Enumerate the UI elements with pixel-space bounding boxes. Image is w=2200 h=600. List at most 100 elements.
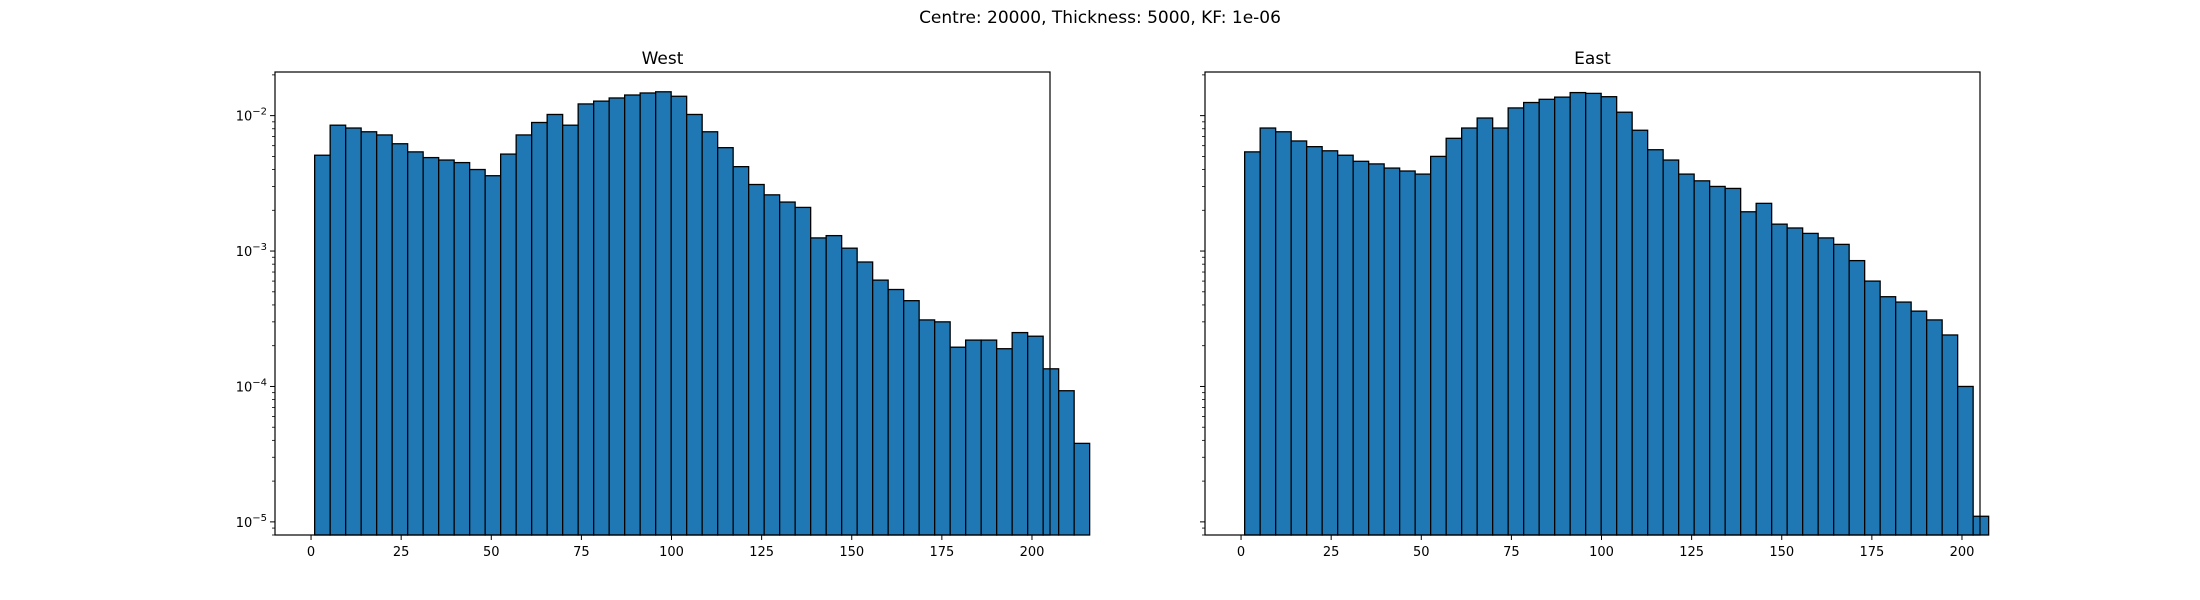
histogram-bar <box>1817 237 1835 536</box>
histogram-bar <box>949 346 967 536</box>
histogram-bar <box>779 201 796 536</box>
histogram-bar <box>1771 223 1788 536</box>
histogram-bar <box>391 143 409 536</box>
histogram-bar <box>701 131 719 536</box>
histogram-bar <box>934 321 951 536</box>
x-tick-label: 100 <box>1589 545 1614 560</box>
histogram-bar <box>1585 92 1602 536</box>
x-tick-label: 75 <box>573 545 590 560</box>
histogram-bar <box>1600 96 1618 536</box>
histogram-bar <box>1073 442 1091 536</box>
histogram-bar <box>1290 140 1308 536</box>
histogram-bar <box>422 156 440 536</box>
histogram-bar <box>856 261 874 536</box>
histogram-bar <box>1879 296 1897 536</box>
x-tick-label: 125 <box>1679 545 1704 560</box>
histogram-bar <box>965 339 982 536</box>
histogram-bar <box>1492 127 1509 536</box>
x-tick-label: 100 <box>659 545 684 560</box>
histogram-bar <box>1755 202 1773 536</box>
axes-title: East <box>1574 49 1611 69</box>
histogram-bar <box>1957 385 1974 536</box>
histogram-bar <box>1011 331 1029 536</box>
histogram-bar <box>313 154 331 536</box>
histogram-bar <box>515 134 533 536</box>
x-tick-label: 200 <box>1020 545 1045 560</box>
axes-west: 0 25 50 75 100 125 150 175 200 10−5 10−4 10−3 10−2 We… <box>236 49 1091 560</box>
histogram-bar <box>1259 127 1277 536</box>
x-tick-label: 150 <box>839 545 864 560</box>
histogram-bar <box>1476 117 1494 536</box>
histogram-bar <box>670 95 688 536</box>
y-tick-label: 10−3 <box>236 242 267 260</box>
histogram-bar <box>1740 211 1757 536</box>
histogram-bar <box>468 168 486 536</box>
histogram-bar <box>1926 319 1943 536</box>
histogram-bar <box>453 161 471 536</box>
figure-suptitle: Centre: 20000, Thickness: 5000, KF: 1e-0… <box>919 8 1281 28</box>
histogram-bar <box>1383 167 1401 536</box>
histogram-bar <box>531 121 548 536</box>
histogram-bar <box>1507 107 1525 536</box>
histogram-bar <box>1709 185 1726 536</box>
histogram-bar <box>1042 368 1060 536</box>
histogram-bar <box>1244 151 1261 536</box>
histogram-bar <box>1864 280 1881 536</box>
x-tick-label: 0 <box>307 545 315 560</box>
histogram-bar <box>1569 91 1587 536</box>
histogram-bar <box>562 124 579 536</box>
histogram-bar <box>1027 335 1044 536</box>
histogram-bar <box>499 153 517 536</box>
histogram-bar <box>763 194 781 536</box>
histogram-bar <box>841 247 858 536</box>
histogram-bar <box>686 113 703 536</box>
histogram-bar <box>732 165 750 536</box>
histogram-bar <box>1523 101 1540 536</box>
histogram-bar <box>810 237 827 536</box>
x-tick-label: 175 <box>929 545 954 560</box>
histogram-bar <box>1306 146 1323 536</box>
histogram-bar <box>375 134 393 536</box>
histogram-bar <box>1554 96 1571 536</box>
x-tick-label: 175 <box>1859 545 1884 560</box>
histogram-bar <box>1786 227 1804 536</box>
histogram-bar <box>1678 173 1695 536</box>
histogram-bar <box>1848 259 1866 536</box>
histogram-bar <box>1833 243 1850 536</box>
axes-east: 0 25 50 75 100 125 150 175 200 East <box>1200 49 1990 560</box>
histogram-bar <box>344 127 362 536</box>
histogram-bar <box>1910 310 1928 536</box>
histogram-bar <box>360 131 378 536</box>
histogram-bar <box>1538 98 1556 536</box>
x-tick-label: 25 <box>393 545 410 560</box>
histogram-bar <box>639 92 657 536</box>
histogram-bar <box>918 319 936 536</box>
x-tick-label: 50 <box>483 545 500 560</box>
x-tick-label: 200 <box>1950 545 1975 560</box>
histogram-bar <box>1647 149 1664 536</box>
histogram-bar <box>1461 127 1478 536</box>
histogram-bar <box>1368 163 1385 536</box>
histogram-bar <box>996 348 1013 536</box>
histogram-bar <box>1616 111 1633 536</box>
histogram-bar <box>484 175 502 536</box>
histogram-bar <box>437 159 455 536</box>
histogram-bar <box>1430 155 1447 536</box>
histogram-bar <box>593 100 610 536</box>
histogram-bar <box>887 288 905 536</box>
histogram-bar <box>1058 390 1075 536</box>
histogram-bar <box>1972 515 1990 536</box>
y-tick-label: 10−2 <box>236 107 267 125</box>
histogram-bar <box>406 151 424 536</box>
x-tick-label: 125 <box>749 545 774 560</box>
histogram-bar <box>980 339 998 536</box>
histogram-bar <box>825 234 843 536</box>
y-tick-label: 10−4 <box>236 377 267 395</box>
histogram-bar <box>1941 334 1959 536</box>
histogram-bar <box>1414 173 1432 536</box>
histogram-bar <box>546 113 564 536</box>
x-tick-label: 0 <box>1237 545 1245 560</box>
x-tick-label: 150 <box>1769 545 1794 560</box>
